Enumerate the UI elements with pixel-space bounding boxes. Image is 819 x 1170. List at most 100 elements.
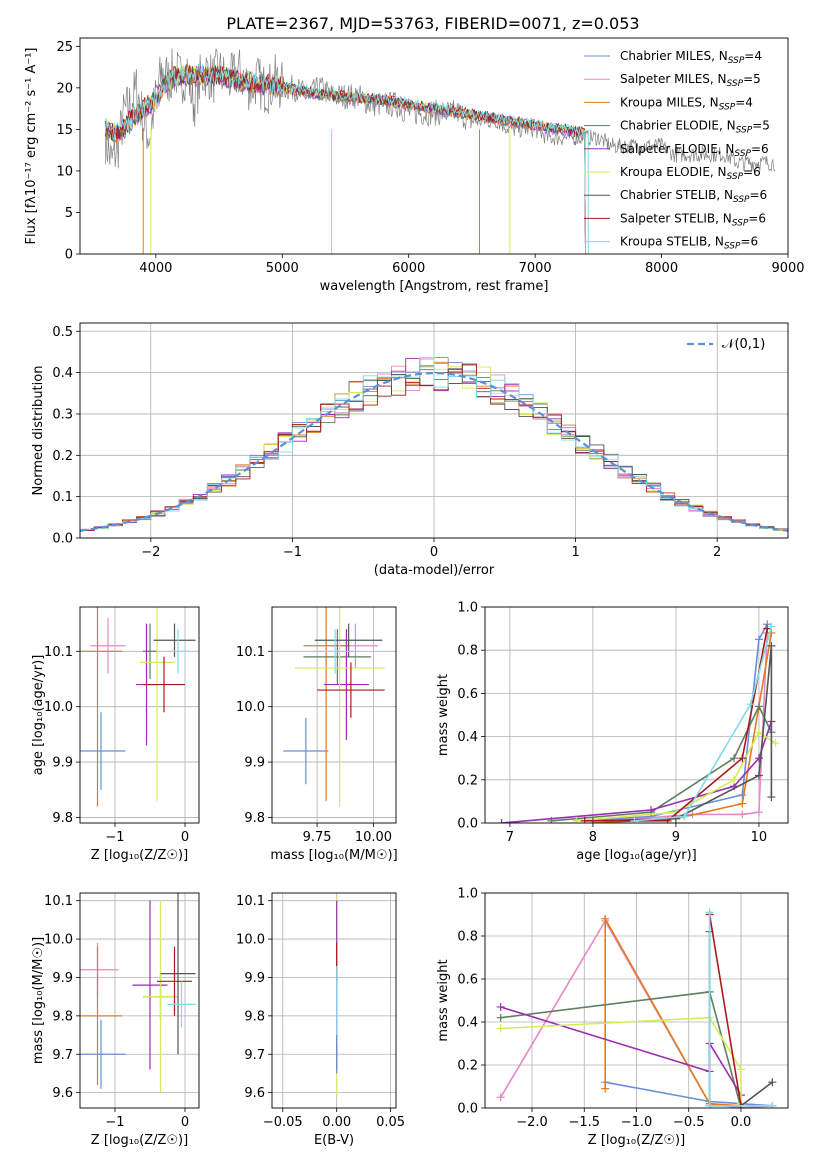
legend-entry: Kroupa STELIB, NSSP=6 [620, 235, 758, 252]
point-marker [705, 908, 714, 917]
y-tick-label: 9.9 [244, 756, 265, 771]
point-marker [572, 816, 581, 823]
model-line-salpeter-stelib [104, 64, 586, 254]
y-tick-label: 9.8 [52, 1009, 73, 1024]
x-tick-label: 0.0 [731, 1115, 752, 1130]
figure-title: PLATE=2367, MJD=53763, FIBERID=0071, z=0… [226, 14, 639, 33]
point-marker [496, 1002, 505, 1011]
plot-area [497, 620, 780, 823]
x-tick-label: 10 [751, 830, 768, 845]
model-line-kroupa-stelib [104, 63, 586, 254]
y-axis-label: mass weight [436, 674, 451, 756]
axes-frame [271, 606, 397, 824]
x-tick-label: 0 [181, 1115, 189, 1130]
y-tick-label: 0.2 [52, 449, 73, 464]
x-tick-label: 0 [181, 830, 189, 845]
x-tick-label: −2 [141, 545, 160, 560]
legend-entry: Chabrier MILES, NSSP=4 [620, 49, 762, 66]
point-marker [738, 790, 747, 799]
x-tick-label: 10.00 [355, 830, 392, 845]
x-tick-label: 2 [713, 545, 721, 560]
axes-mass-vs-EBV: −0.05 0.00 0.05 9.6 9.7 9.8 9.9 10.0 10.1 E(B-V) [236, 892, 405, 1148]
y-tick-label: 10.0 [44, 933, 73, 948]
point-marker [738, 754, 747, 763]
y-tick-label: 0.6 [457, 687, 478, 702]
point-marker [767, 622, 776, 631]
line-salpeter-elodie [500, 1006, 742, 1096]
x-tick-label: 7 [506, 830, 514, 845]
x-axis-label: wavelength [Angstrom, rest frame] [320, 279, 549, 294]
point-marker [601, 1084, 610, 1093]
axes-frame [271, 892, 397, 1109]
axes-mass-weight-vs-Z: −2.0 −1.5 −1.0 −0.5 0.0 0.0 0.2 0.4 0.6 0.8 1.0 Z [… [436, 887, 789, 1148]
line-kroupa-miles [604, 915, 742, 1107]
x-axis-label: Z [log₁₀(Z/Z☉)] [91, 1133, 188, 1148]
point-marker [736, 1065, 745, 1074]
y-axis-label: Normed distribution [31, 366, 46, 496]
y-axis-label: mass weight [436, 959, 451, 1041]
y-tick-label: 20 [56, 81, 73, 96]
y-tick-label: 0.8 [457, 644, 478, 659]
line-kroupa-stelib [634, 626, 773, 822]
axes-frame [79, 892, 200, 1109]
y-tick-label: 0.1 [52, 490, 73, 505]
y-tick-label: 10.1 [44, 645, 73, 660]
point-marker [647, 806, 656, 815]
axes-histogram: −2 −1 0 1 2 0.0 0.1 0.2 0.3 0.4 0.5 (data-model)/er… [31, 322, 789, 578]
y-tick-label: 5 [65, 206, 73, 221]
axes-frame [79, 37, 789, 255]
legend: Chabrier MILES, NSSP=4 Salpeter MILES, NS… [584, 49, 770, 252]
y-tick-label: 1.0 [457, 887, 478, 902]
line-chabrier-elodie [500, 991, 742, 1108]
y-tick-label: 0.2 [457, 773, 478, 788]
point-marker [767, 641, 776, 650]
y-axis-label: age [log₁₀(age/yr)] [31, 655, 46, 776]
point-marker [496, 1024, 505, 1033]
y-tick-label: 10.1 [236, 894, 265, 909]
x-tick-label: 9000 [771, 261, 804, 276]
point-marker [496, 1093, 505, 1102]
model-line-kroupa-elodie [104, 65, 586, 254]
point-marker [730, 754, 739, 763]
line-salpeter-stelib [584, 628, 768, 822]
axes-mass-vs-Z: −1 0 9.6 9.7 9.8 9.9 10.0 10.1 Z [log₁₀(Z/Z☉)] ma… [31, 892, 200, 1148]
y-axis-label: mass [log₁₀(M/M☉)] [31, 937, 46, 1064]
y-tick-label: 9.8 [244, 811, 265, 826]
point-marker [754, 728, 763, 737]
y-tick-label: 0.0 [457, 817, 478, 832]
y-tick-label: 10.0 [236, 933, 265, 948]
y-tick-label: 9.6 [52, 1086, 73, 1101]
point-marker [754, 635, 763, 644]
normal-curve [80, 371, 788, 532]
y-tick-label: 9.7 [52, 1048, 73, 1063]
y-tick-label: 0.8 [457, 930, 478, 945]
x-tick-label: −1 [105, 1115, 124, 1130]
legend-entry: Salpeter ELODIE, NSSP=6 [620, 142, 769, 159]
point-marker [767, 793, 776, 802]
x-tick-label: 0.05 [376, 1115, 405, 1130]
axes-frame [79, 606, 200, 824]
point-marker [754, 808, 763, 817]
x-tick-label: 4000 [139, 261, 172, 276]
x-tick-label: −1 [105, 830, 124, 845]
point-marker [771, 739, 780, 748]
line-chabrier-miles [576, 623, 768, 822]
x-tick-label: 6000 [392, 261, 425, 276]
legend-entry: 𝒩(0,1) [722, 337, 765, 352]
line-kroupa-elodie [500, 1016, 742, 1104]
y-tick-label: 9.8 [52, 811, 73, 826]
axes-age-vs-Z: −1 0 9.8 9.9 10.0 10.1 Z [log₁₀(Z/Z☉)] age [log… [31, 606, 200, 863]
y-tick-label: 0.0 [457, 1102, 478, 1117]
line-salpeter-stelib [708, 914, 742, 1106]
y-tick-label: 0.3 [52, 407, 73, 422]
x-axis-label: Z [log₁₀(Z/Z☉)] [91, 848, 188, 863]
x-tick-label: 0 [430, 545, 438, 560]
y-tick-label: 10.0 [44, 700, 73, 715]
y-tick-label: 9.8 [244, 1009, 265, 1024]
point-marker [496, 1013, 505, 1022]
x-axis-label: Z [log₁₀(Z/Z☉)] [588, 1133, 685, 1148]
y-axis-label: Flux [fλ10⁻¹⁷ erg cm⁻² s⁻¹ A⁻¹] [24, 48, 39, 245]
x-tick-label: 5000 [266, 261, 299, 276]
x-tick-label: −1 [283, 545, 302, 560]
